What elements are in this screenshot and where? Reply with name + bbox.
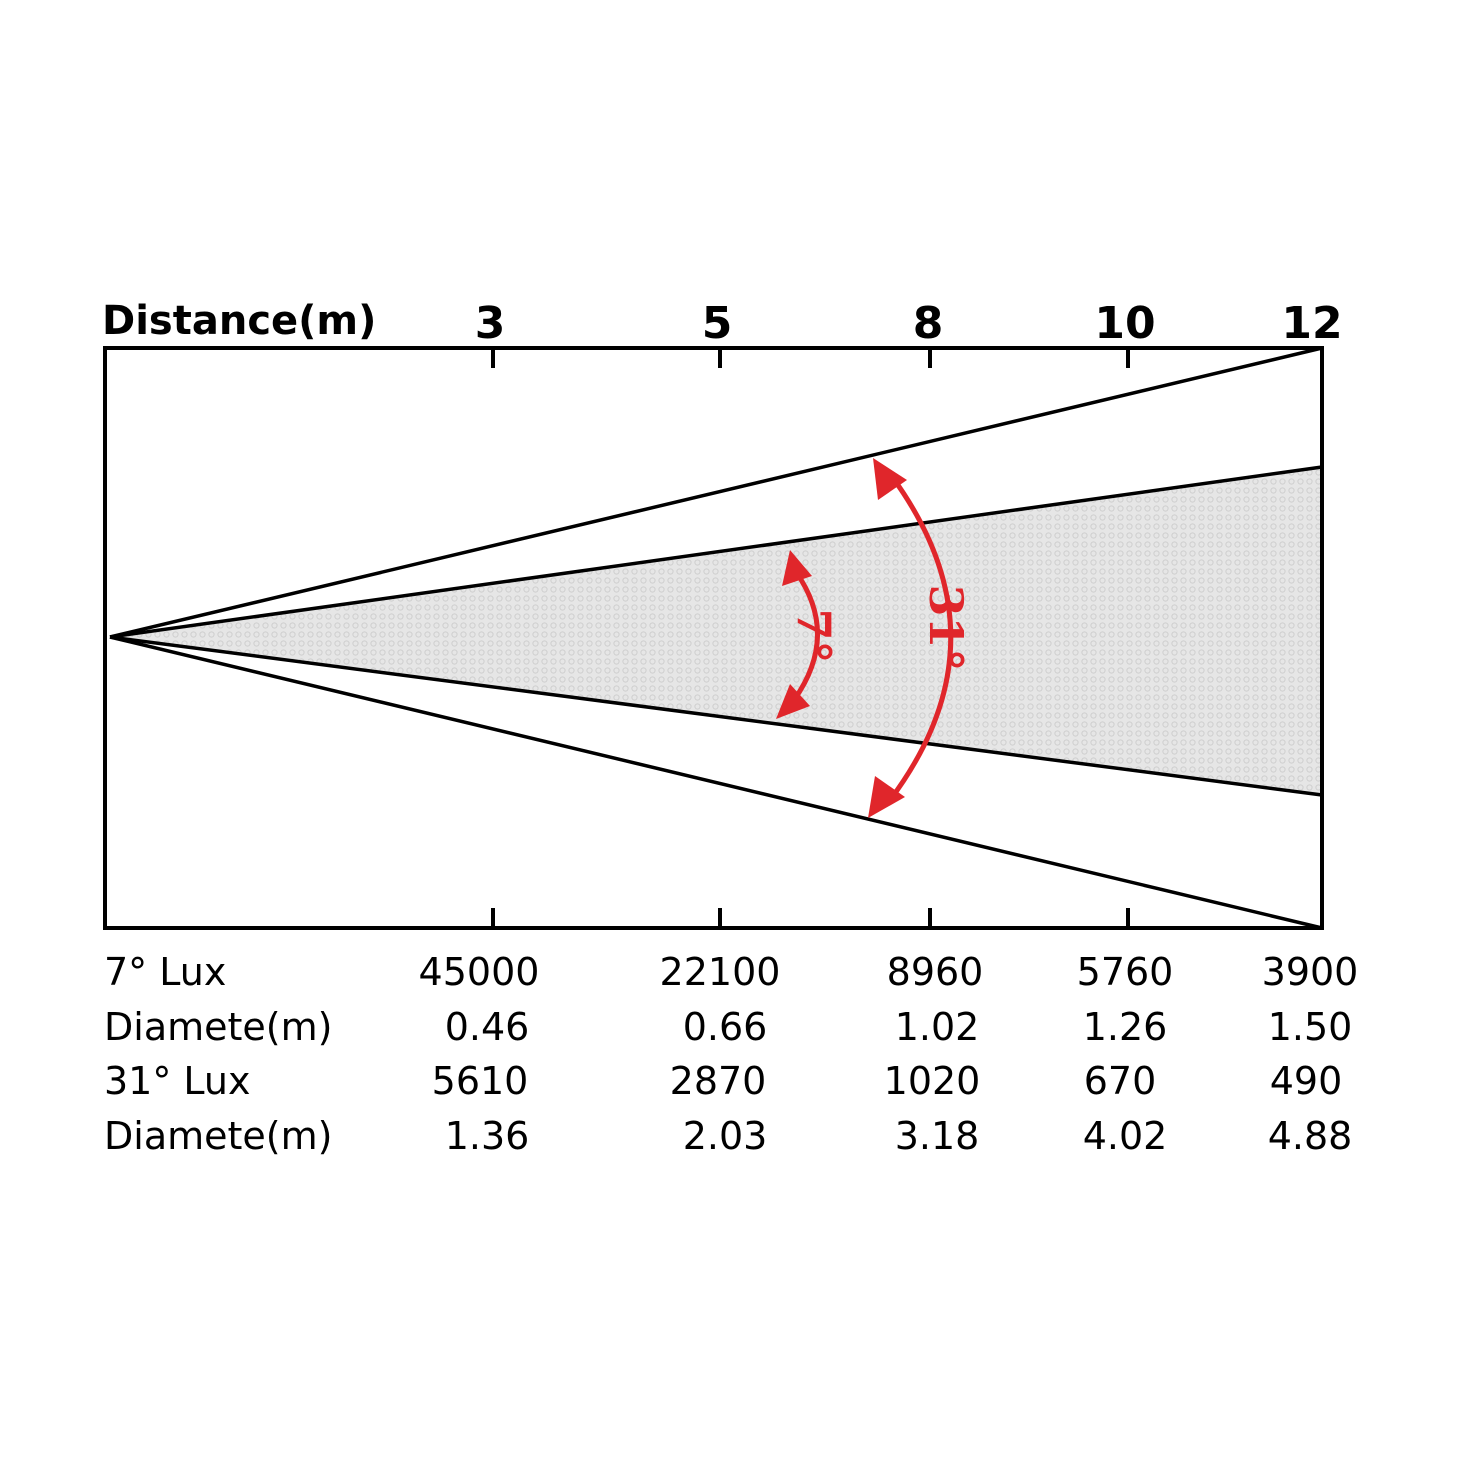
table-cell: 0.66 xyxy=(683,1005,768,1049)
table-cell: 4.02 xyxy=(1083,1114,1168,1158)
wide-beam-bottom-edge xyxy=(109,635,1323,930)
table-cell: 2870 xyxy=(670,1059,767,1103)
row-label: 7° Lux xyxy=(104,950,226,994)
row-label: Diamete(m) xyxy=(104,1005,332,1049)
table-cell: 4.88 xyxy=(1268,1114,1353,1158)
table-cell: 490 xyxy=(1270,1059,1343,1103)
distance-labels: 3 5 8 10 12 xyxy=(475,298,1343,349)
table-cell: 1.50 xyxy=(1268,1005,1353,1049)
photometric-table: 7° Lux 45000 22100 8960 5760 3900 Diamet… xyxy=(104,950,1358,1158)
narrow-beam-bottom-edge xyxy=(109,635,1323,797)
angle-label-7deg: 7° xyxy=(787,608,841,663)
table-cell: 1020 xyxy=(884,1059,981,1103)
distance-label: 12 xyxy=(1281,298,1342,349)
table-cell: 3900 xyxy=(1262,950,1359,994)
narrow-beam-top-edge xyxy=(109,465,1323,639)
table-cell: 8960 xyxy=(887,950,984,994)
wide-beam-top-edge xyxy=(109,346,1323,639)
table-cell: 1.02 xyxy=(895,1005,980,1049)
distance-label: 3 xyxy=(475,298,506,349)
table-cell: 670 xyxy=(1084,1059,1157,1103)
table-cell: 45000 xyxy=(419,950,540,994)
distance-label: 10 xyxy=(1094,298,1155,349)
angle-arrow-7deg: 7° xyxy=(776,550,841,719)
table-cell: 5610 xyxy=(432,1059,529,1103)
table-cell: 3.18 xyxy=(895,1114,980,1158)
row-label: Diamete(m) xyxy=(104,1114,332,1158)
table-cell: 1.36 xyxy=(445,1114,530,1158)
table-cell: 1.26 xyxy=(1083,1005,1168,1049)
diagram-frame xyxy=(103,346,1324,930)
tick-marks xyxy=(491,348,1130,928)
table-cell: 5760 xyxy=(1077,950,1174,994)
row-label: 31° Lux xyxy=(104,1059,251,1103)
table-cell: 22100 xyxy=(660,950,781,994)
angle-arrow-31deg: 31° xyxy=(868,458,973,818)
axis-title: Distance(m) xyxy=(102,298,376,344)
beam-lines xyxy=(109,346,1323,930)
distance-label: 8 xyxy=(913,298,944,349)
angle-label-31deg: 31° xyxy=(919,584,973,671)
table-cell: 2.03 xyxy=(683,1114,768,1158)
narrow-beam-7deg xyxy=(110,467,1322,795)
table-cell: 0.46 xyxy=(445,1005,530,1049)
distance-label: 5 xyxy=(702,298,733,349)
